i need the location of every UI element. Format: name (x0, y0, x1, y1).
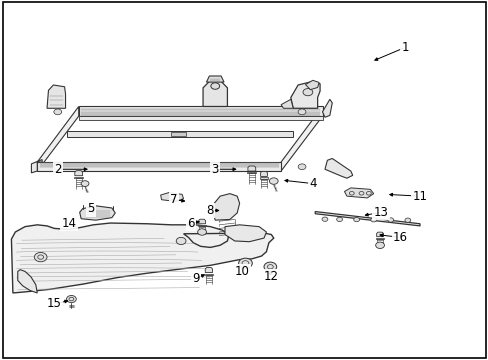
Polygon shape (212, 194, 239, 220)
Circle shape (66, 296, 76, 303)
Text: 11: 11 (412, 190, 427, 203)
Polygon shape (375, 238, 384, 239)
Circle shape (176, 237, 185, 244)
Polygon shape (344, 188, 373, 198)
Polygon shape (247, 166, 255, 171)
Polygon shape (198, 225, 206, 226)
Polygon shape (281, 99, 293, 108)
Polygon shape (224, 225, 266, 242)
Circle shape (353, 217, 359, 222)
Text: 15: 15 (47, 297, 61, 310)
Circle shape (336, 217, 342, 221)
Polygon shape (75, 171, 82, 176)
Text: 3: 3 (211, 163, 219, 176)
Polygon shape (315, 212, 419, 226)
Polygon shape (246, 172, 256, 173)
Circle shape (322, 217, 327, 221)
Polygon shape (290, 81, 320, 108)
Polygon shape (281, 107, 322, 171)
Circle shape (370, 218, 376, 222)
Circle shape (303, 89, 312, 96)
Polygon shape (80, 206, 115, 220)
Polygon shape (66, 131, 293, 137)
Circle shape (210, 83, 219, 89)
Polygon shape (322, 99, 331, 117)
Polygon shape (260, 171, 267, 176)
Polygon shape (206, 76, 224, 82)
Polygon shape (376, 232, 383, 237)
Text: 6: 6 (187, 216, 194, 230)
Circle shape (81, 181, 89, 186)
Text: 10: 10 (234, 265, 249, 278)
Polygon shape (47, 85, 65, 108)
Circle shape (404, 218, 410, 222)
Polygon shape (305, 80, 319, 90)
Polygon shape (171, 132, 185, 136)
Text: 16: 16 (392, 231, 407, 244)
Text: 14: 14 (61, 216, 76, 230)
Text: 5: 5 (87, 202, 94, 215)
Text: 8: 8 (206, 204, 214, 217)
Text: 1: 1 (401, 41, 408, 54)
Polygon shape (37, 107, 79, 171)
Polygon shape (203, 81, 227, 107)
Circle shape (375, 242, 384, 248)
Text: 9: 9 (192, 272, 199, 285)
Polygon shape (11, 223, 273, 293)
Text: 2: 2 (54, 163, 62, 176)
Circle shape (54, 164, 61, 170)
Circle shape (298, 164, 305, 170)
Circle shape (34, 252, 47, 262)
Circle shape (387, 218, 393, 222)
Circle shape (298, 109, 305, 115)
Polygon shape (325, 158, 352, 178)
Polygon shape (205, 267, 212, 273)
Polygon shape (79, 116, 322, 120)
Text: 13: 13 (373, 206, 387, 219)
Circle shape (264, 262, 276, 271)
Polygon shape (198, 219, 205, 224)
Polygon shape (31, 159, 42, 173)
Polygon shape (260, 177, 267, 179)
Circle shape (197, 229, 206, 235)
Circle shape (54, 109, 61, 115)
Polygon shape (160, 193, 183, 202)
Polygon shape (37, 162, 281, 171)
Polygon shape (204, 274, 213, 275)
Text: 4: 4 (308, 177, 316, 190)
Circle shape (269, 178, 278, 184)
Polygon shape (18, 270, 37, 293)
Polygon shape (74, 177, 83, 178)
Circle shape (238, 258, 252, 268)
Text: 7: 7 (170, 193, 177, 206)
Polygon shape (79, 107, 322, 116)
Text: 12: 12 (264, 270, 278, 283)
